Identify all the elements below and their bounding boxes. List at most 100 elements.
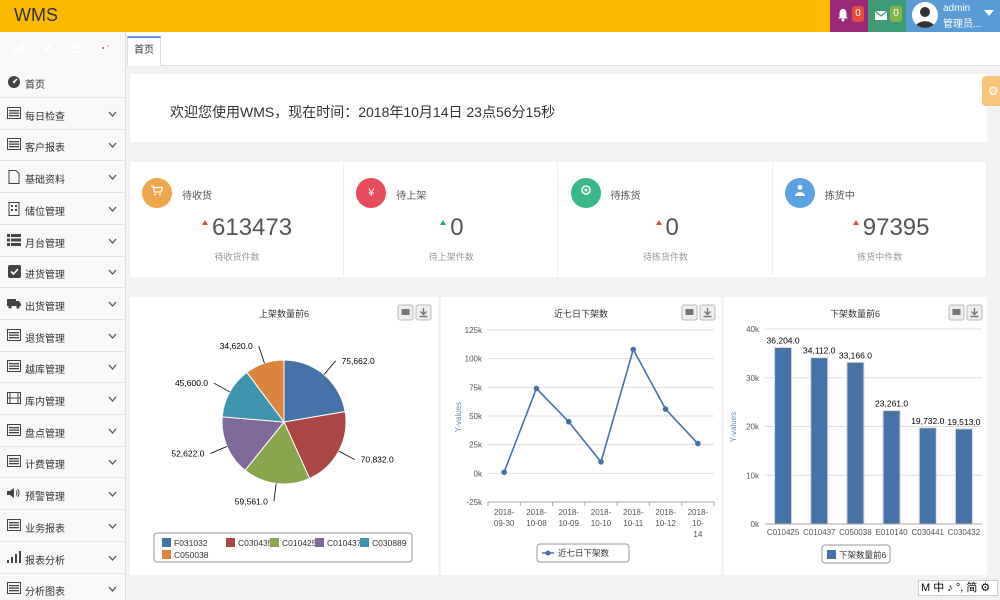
chevron-down-icon	[108, 170, 117, 181]
download-button[interactable]	[699, 304, 716, 321]
sidebar-item[interactable]: 库内管理	[0, 383, 125, 415]
x-tick-label: C010437	[803, 528, 836, 537]
sidebar-item[interactable]: 越库管理	[0, 351, 125, 384]
chevron-down-icon	[108, 455, 117, 466]
sidebar-item[interactable]: 退货管理	[0, 320, 125, 352]
download-icon	[703, 308, 712, 318]
stat-card: 拣货中 97395 拣货中件数	[773, 162, 987, 277]
sidebar-item-label: 计费管理	[25, 460, 65, 472]
sidebar-item-label: 基础资料	[25, 175, 65, 187]
sidebar-item-label: 越库管理	[25, 365, 65, 377]
legend-swatch	[162, 550, 171, 559]
sidebar-item[interactable]: 月台管理	[0, 225, 125, 257]
sidebar-item-label: 报表分析	[25, 555, 65, 567]
welcome-text: 欢迎您使用WMS，现在时间：2018年10月14日 23点56分15秒	[170, 104, 556, 120]
list-icon	[7, 138, 21, 152]
x-tick-label: 10-10	[591, 519, 612, 528]
y-tick-label: 50k	[469, 412, 483, 421]
sidebar-item[interactable]: 首页	[0, 66, 125, 98]
notifications-button[interactable]: 0	[830, 0, 868, 32]
list-icon	[7, 360, 21, 374]
print-button[interactable]	[681, 304, 698, 321]
pie-slice	[246, 359, 285, 424]
chevron-down-icon	[108, 138, 117, 149]
stat-value: 97395	[862, 214, 930, 241]
legend-swatch	[827, 550, 836, 559]
sidebar-item[interactable]: 报表分析	[0, 542, 125, 574]
download-button[interactable]	[415, 304, 432, 321]
pie-data-label: 59,561.0	[235, 496, 268, 506]
line-point	[662, 406, 669, 412]
sidebar-item-label: 分析图表	[25, 587, 65, 599]
sidebar-item[interactable]: 基础资料	[0, 161, 125, 194]
ime-toolbar[interactable]: M 中 ♪ °, 简 ⚙	[918, 580, 998, 596]
tab-home[interactable]: 首页	[127, 36, 161, 66]
bar	[846, 361, 865, 525]
shortcut-button-settings[interactable]	[92, 37, 118, 61]
y-tick-label: 100k	[465, 355, 483, 364]
caret-down-icon	[984, 10, 994, 16]
sidebar-item[interactable]: 盘点管理	[0, 415, 125, 447]
sidebar-item-label: 出货管理	[25, 301, 65, 313]
truck-icon	[7, 297, 21, 311]
sidebar-item[interactable]: 预警管理	[0, 478, 125, 511]
chevron-down-icon	[108, 265, 117, 276]
signal-icon	[7, 550, 21, 565]
print-button[interactable]	[948, 304, 965, 321]
legend-label: C010437	[327, 538, 362, 548]
y-tick-label: 125k	[465, 326, 483, 335]
top-bar: WMS 0 0 admin 管理员...	[0, 0, 1000, 32]
building-icon	[7, 201, 21, 216]
sidebar-item-label: 客户报表	[25, 143, 65, 155]
pie-slice	[244, 421, 311, 485]
sidebar-item[interactable]: 储位管理	[0, 193, 125, 225]
x-tick-label: 10-12	[655, 519, 676, 528]
caret-up-icon	[655, 220, 662, 225]
x-tick-label: E010140	[876, 528, 909, 537]
y-tick-label: 30k	[746, 374, 760, 383]
shortcut-button-stats[interactable]	[5, 37, 31, 61]
settings-toggle-button[interactable]: ⚙	[982, 76, 1000, 106]
bar-data-label: 34,112.0	[803, 346, 836, 356]
caret-up-icon	[440, 220, 447, 225]
pie-legend	[153, 532, 413, 563]
legend-swatch	[360, 538, 369, 547]
x-tick-label: 2018-	[526, 508, 547, 517]
shortcut-button-edit[interactable]	[34, 37, 60, 61]
print-button[interactable]	[397, 304, 414, 321]
bar	[774, 347, 793, 525]
envelope-icon	[874, 8, 888, 22]
legend-swatch	[270, 538, 279, 547]
bar	[810, 357, 829, 525]
bar-chart-panel: 下架数量前6 0k 10k 20k 30k 40k Y-values 36,204.0 C010…	[724, 297, 987, 575]
sidebar-item[interactable]: 每日检查	[0, 98, 125, 130]
sidebar-item-label: 首页	[25, 80, 45, 91]
x-tick-label: 10-08	[526, 519, 547, 528]
sidebar-shortcuts	[0, 32, 125, 66]
download-button[interactable]	[966, 304, 983, 321]
shortcut-button-users[interactable]	[63, 37, 89, 61]
y-axis-label: Y-values	[454, 402, 463, 432]
file-icon	[7, 170, 21, 185]
sidebar-item[interactable]: 业务报表	[0, 510, 125, 542]
sidebar-item[interactable]: 分析图表	[0, 573, 125, 600]
legend-swatch	[162, 538, 171, 547]
gear-icon: ⚙	[988, 84, 999, 98]
chevron-down-icon	[108, 582, 117, 593]
chart-title: 上架数量前6	[259, 308, 309, 319]
sidebar-item[interactable]: 计费管理	[0, 446, 125, 479]
chevron-down-icon	[108, 551, 117, 561]
sidebar-item[interactable]: 客户报表	[0, 129, 125, 162]
sidebar-item[interactable]: 出货管理	[0, 288, 125, 320]
sidebar-item[interactable]: 进货管理	[0, 256, 125, 289]
th-list-icon	[7, 233, 21, 248]
user-icon	[784, 178, 815, 208]
messages-button[interactable]: 0	[868, 0, 906, 32]
line-point	[565, 418, 572, 425]
user-role: 管理员...	[943, 19, 982, 30]
cogs-icon	[99, 42, 111, 56]
x-tick-label: 2018-	[688, 508, 709, 517]
app-title[interactable]: WMS	[14, 5, 58, 25]
user-menu[interactable]: admin 管理员...	[906, 0, 1000, 32]
line-point	[630, 346, 637, 353]
